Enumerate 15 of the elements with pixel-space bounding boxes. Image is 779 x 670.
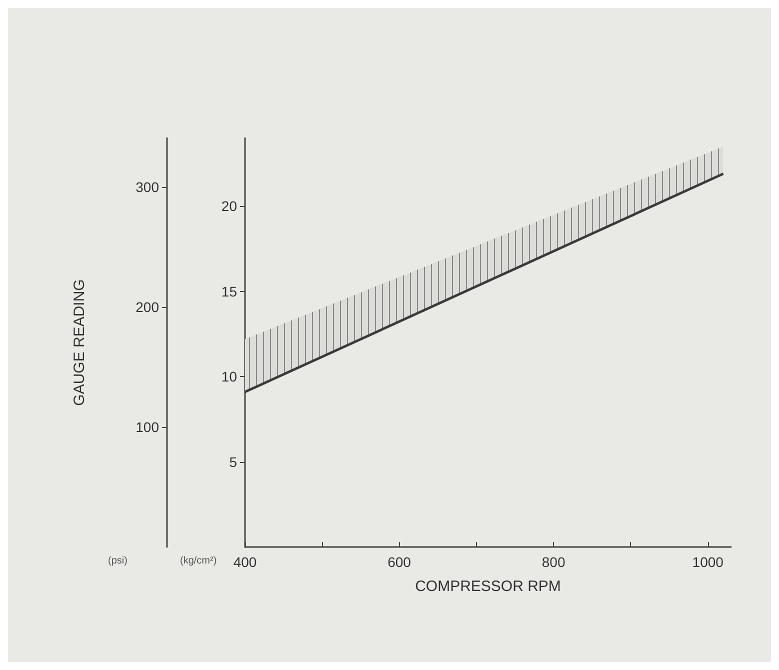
text: (psi) (108, 556, 128, 566)
y2-tick-label: 10 (221, 368, 238, 385)
x-tick-label: 800 (542, 554, 566, 570)
y2-tick-label: 5 (229, 454, 238, 470)
y2-tick-label: 20 (221, 198, 238, 214)
y-tick-label: 200 (136, 299, 160, 316)
x-tick-label: 400 (233, 554, 257, 570)
x-axis-title: COMPRESSOR RPM (415, 578, 561, 595)
y-tick-label: 300 (136, 179, 160, 196)
text: (kg/cm²) (180, 556, 217, 566)
y2-tick-label: 15 (221, 283, 238, 300)
x-tick-label: 1000 (692, 554, 724, 570)
y-tick-label: 100 (136, 419, 160, 436)
y-axis-title: GAUGE READING (71, 279, 88, 406)
x-tick-label: 600 (388, 554, 412, 570)
